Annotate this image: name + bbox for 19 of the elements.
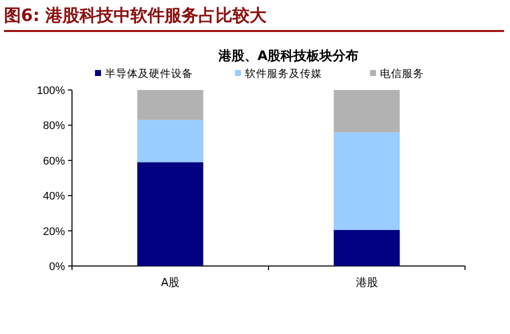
x-tick-label: 港股 <box>356 276 378 289</box>
bar <box>334 230 400 266</box>
bar <box>137 120 204 162</box>
bar <box>334 132 400 230</box>
bar <box>137 162 204 266</box>
legend-label: 电信服务 <box>380 67 424 80</box>
bar <box>334 90 400 132</box>
chart-title: 图6: 港股科技中软件服务占比较大 <box>4 6 267 26</box>
x-tick-label: A股 <box>160 276 180 289</box>
legend-label: 软件服务及传媒 <box>245 68 322 80</box>
y-tick-label: 0% <box>49 261 66 273</box>
chart-subtitle: 港股、A股科技板块分布 <box>217 49 359 64</box>
legend-label: 半导体及硬件设备 <box>105 67 193 80</box>
y-tick-label: 40% <box>42 190 66 203</box>
y-tick-label: 60% <box>42 155 66 168</box>
y-tick-label: 20% <box>42 226 66 238</box>
y-tick-label: 100% <box>36 85 66 97</box>
bar <box>137 90 204 120</box>
y-tick-label: 80% <box>42 120 66 132</box>
